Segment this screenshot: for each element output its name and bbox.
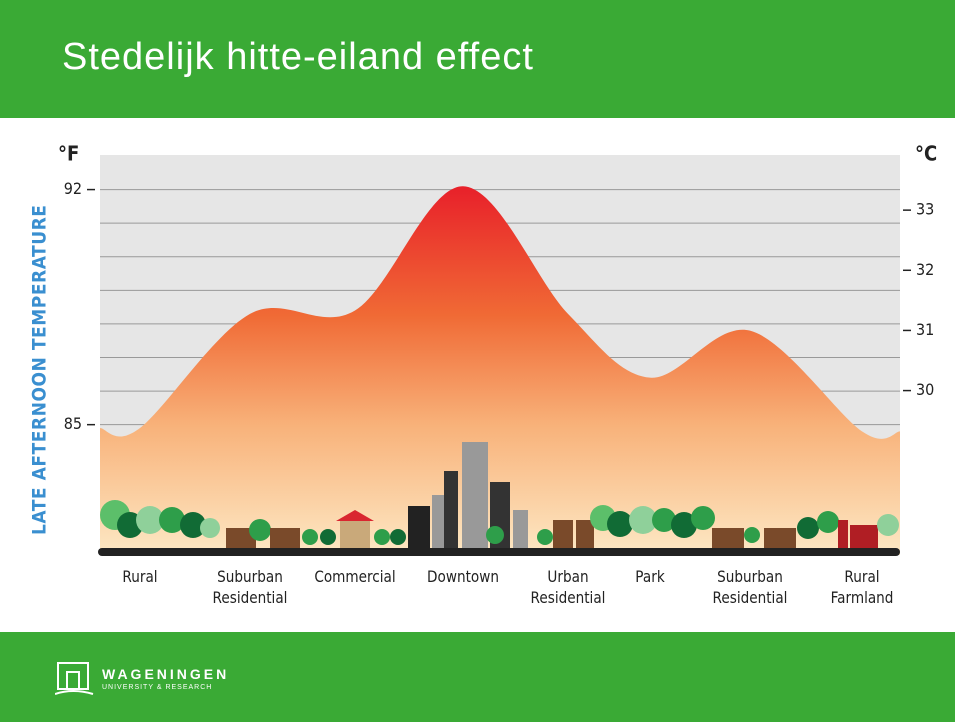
x-tick-label: Suburban Residential xyxy=(712,567,788,607)
area xyxy=(100,186,900,555)
scenery xyxy=(98,442,900,556)
y2-tick-label: 32 xyxy=(916,260,934,279)
x-tick-label: Rural xyxy=(122,567,158,586)
logo-subtitle: UNIVERSITY & RESEARCH xyxy=(102,684,213,691)
y2-unit: °C xyxy=(915,142,937,166)
y2-tick-label: 31 xyxy=(916,320,934,339)
x-tick-label: Commercial xyxy=(314,567,396,586)
y-unit: °F xyxy=(58,142,79,166)
y-axis-label: LATE AFTERNOON TEMPERATURE xyxy=(29,205,51,535)
y-tick-label: 85 xyxy=(64,414,82,433)
y-tick-label: 92 xyxy=(64,179,82,198)
slide-title: Stedelijk hitte-eiland effect xyxy=(62,36,534,78)
x-tick-label: Rural Farmland xyxy=(830,567,894,607)
y2-tick-label: 30 xyxy=(916,380,934,399)
logo-name: WAGENINGEN xyxy=(102,666,230,682)
chart: °F °C LATE AFTERNOON TEMPERATURE 85 92 30 3… xyxy=(29,142,937,556)
logo-icon xyxy=(55,662,94,695)
x-tick-label: Park xyxy=(635,567,665,586)
x-tick-label: Downtown xyxy=(427,567,499,586)
x-tick-label: Urban Residential xyxy=(530,567,606,607)
header: Stedelijk hitte-eiland effect xyxy=(0,0,955,118)
y2-tick-label: 33 xyxy=(916,200,934,219)
x-tick-label: Suburban Residential xyxy=(212,567,288,607)
footer: WAGENINGEN UNIVERSITY & RESEARCH xyxy=(0,632,955,722)
